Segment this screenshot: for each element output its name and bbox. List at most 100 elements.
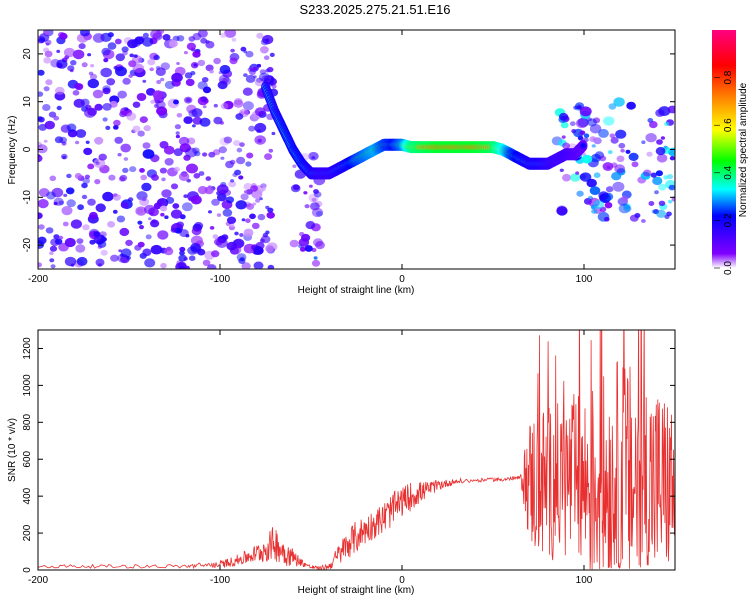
noise-blob <box>608 103 617 110</box>
noise-blob <box>610 137 619 144</box>
noise-blob <box>50 264 56 269</box>
noise-blob <box>260 46 269 54</box>
noise-blob <box>141 37 154 47</box>
noise-blob <box>586 178 597 188</box>
noise-blob <box>53 115 60 121</box>
noise-blob <box>243 228 254 237</box>
noise-blob <box>190 242 202 252</box>
noise-blob <box>168 40 178 48</box>
noise-blob <box>44 50 53 58</box>
noise-blob <box>139 168 145 173</box>
noise-blob <box>200 96 208 103</box>
noise-blob <box>303 191 308 195</box>
noise-blob <box>139 197 150 206</box>
noise-blob <box>64 256 77 267</box>
noise-blob <box>211 250 220 258</box>
noise-blob <box>164 158 174 166</box>
noise-blob <box>236 147 243 153</box>
noise-blob <box>652 176 663 185</box>
noise-blob <box>612 181 625 192</box>
noise-blob <box>218 74 230 84</box>
noise-blob <box>669 156 675 161</box>
noise-blob <box>38 91 44 97</box>
noise-blob <box>668 184 675 191</box>
noise-blob <box>98 153 107 161</box>
noise-blob <box>598 128 609 138</box>
noise-blob <box>556 205 567 214</box>
noise-blob <box>171 72 183 83</box>
noise-blob <box>95 161 100 165</box>
spectrogram-y-label: Frequency (Hz) <box>7 116 18 185</box>
noise-blob <box>245 161 252 167</box>
noise-blob <box>156 79 162 85</box>
noise-blob <box>245 50 254 58</box>
noise-blob <box>259 238 265 243</box>
noise-blob <box>217 81 228 90</box>
noise-blob <box>132 125 141 133</box>
noise-blob <box>164 215 169 219</box>
noise-blob <box>208 151 216 158</box>
noise-blob <box>205 40 215 49</box>
noise-blob <box>161 177 166 182</box>
noise-blob <box>184 265 190 269</box>
noise-blob <box>580 130 586 135</box>
noise-blob <box>316 210 323 217</box>
colorbar-label: Normalized spectral amplitude <box>738 82 749 217</box>
noise-blob <box>238 175 244 180</box>
noise-blob <box>103 58 109 63</box>
noise-blob <box>102 191 114 202</box>
noise-blob <box>123 157 129 161</box>
noise-blob <box>591 208 598 214</box>
noise-blob <box>615 129 627 139</box>
noise-blob <box>197 59 206 67</box>
noise-blob <box>253 246 264 255</box>
noise-blob <box>242 87 253 96</box>
noise-blob <box>95 203 106 213</box>
snr-x-tick-label: 100 <box>576 575 593 586</box>
noise-blob <box>206 264 217 269</box>
noise-blob <box>234 231 239 236</box>
noise-blob <box>220 156 225 160</box>
noise-blob <box>628 152 639 161</box>
noise-blob <box>78 43 86 50</box>
noise-blob <box>49 251 54 256</box>
noise-blob <box>119 174 128 182</box>
noise-blob <box>245 189 253 195</box>
noise-blob <box>87 163 95 170</box>
noise-blob <box>252 66 258 71</box>
noise-blob <box>106 78 116 86</box>
noise-blob <box>310 202 320 211</box>
noise-blob <box>81 194 88 200</box>
noise-blob <box>559 112 569 121</box>
noise-blob <box>160 212 165 217</box>
noise-blob <box>156 106 168 116</box>
noise-blob <box>589 136 597 143</box>
noise-blob <box>38 141 43 148</box>
noise-blob <box>219 121 224 125</box>
noise-blob <box>89 211 98 220</box>
noise-blob <box>616 155 625 163</box>
noise-blob <box>87 78 100 89</box>
noise-blob <box>216 193 227 202</box>
noise-blob <box>136 93 147 101</box>
noise-blob <box>170 183 179 190</box>
noise-blob <box>646 151 653 157</box>
noise-blob <box>266 66 274 73</box>
spectrogram-y-tick-label: 20 <box>22 48 33 60</box>
noise-blob <box>163 247 174 256</box>
noise-blob <box>129 53 134 58</box>
noise-blob <box>561 135 566 139</box>
noise-blob <box>45 227 54 234</box>
noise-blob <box>159 205 168 212</box>
noise-blob <box>648 201 655 206</box>
noise-blob <box>74 173 82 179</box>
noise-blob <box>211 198 220 206</box>
spectrogram-y-tick-label: -10 <box>22 190 33 205</box>
noise-blob <box>144 204 156 215</box>
noise-blob <box>658 183 667 191</box>
noise-blob <box>144 258 156 268</box>
noise-blob <box>155 100 166 109</box>
noise-blob <box>589 123 602 134</box>
noise-blob <box>129 166 137 173</box>
noise-blob <box>233 140 241 146</box>
